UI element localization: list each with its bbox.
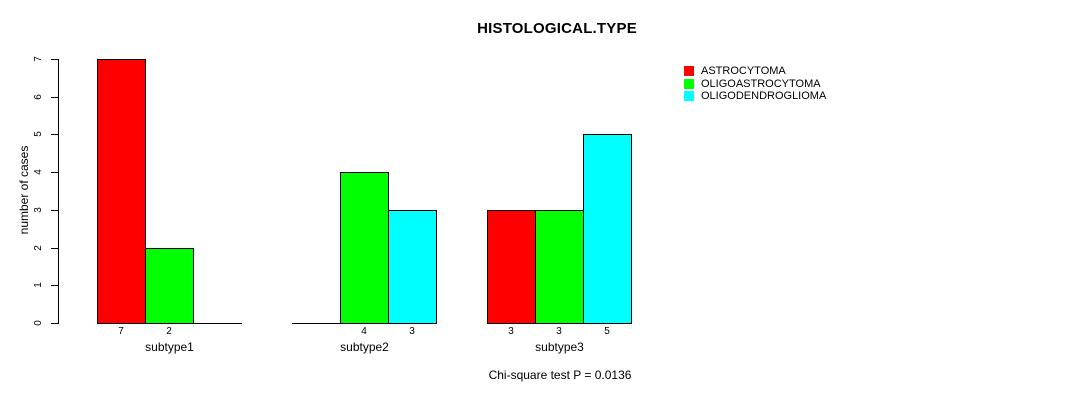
y-tick (51, 172, 58, 173)
legend-item-label: OLIGODENDROGLIOMA (701, 90, 827, 103)
legend-swatch-icon (684, 78, 694, 89)
y-tick-label: 2 (33, 245, 44, 251)
legend-swatch-icon (684, 66, 694, 76)
y-tick (51, 59, 58, 60)
bar-value-label: 2 (166, 326, 172, 337)
caption-text: Chi-square test P = 0.0136 (488, 368, 632, 382)
y-axis-line (58, 59, 59, 324)
y-tick (51, 210, 58, 211)
y-tick (51, 248, 58, 249)
bar-oligodendroglioma-subtype2 (388, 210, 437, 324)
y-tick (51, 134, 58, 135)
y-tick-label: 1 (33, 282, 44, 288)
legend-item-label: ASTROCYTOMA (701, 65, 786, 77)
y-tick (51, 285, 58, 286)
bar-astrocytoma-subtype1 (97, 59, 146, 324)
y-tick-label: 4 (33, 169, 44, 175)
bar-oligodendroglioma-subtype3 (583, 134, 632, 324)
y-tick-label: 0 (33, 320, 44, 326)
bar-oligoastrocytoma-subtype2 (340, 172, 389, 324)
category-label-subtype3: subtype3 (535, 340, 584, 354)
bar-value-label: 3 (409, 326, 415, 337)
legend: ASTROCYTOMA OLIGOASTROCYTOMA OLIGODENDROGL… (684, 66, 826, 104)
legend-swatch-icon (684, 91, 694, 102)
bar-value-label: 3 (556, 326, 562, 337)
bar-value-label: 4 (361, 326, 367, 337)
bar-value-label: 3 (508, 326, 514, 337)
y-tick (51, 323, 58, 324)
category-label-subtype1: subtype1 (145, 340, 194, 354)
y-axis-label: number of cases (17, 145, 31, 235)
chart-title: HISTOLOGICAL.TYPE (477, 20, 637, 37)
bar-value-label: 5 (604, 326, 610, 337)
category-label-subtype2: subtype2 (340, 340, 389, 354)
legend-item-oligoastrocytoma: OLIGOASTROCYTOMA (684, 77, 826, 90)
y-tick-label: 3 (33, 207, 44, 213)
bar-astrocytoma-subtype3 (487, 210, 536, 324)
bar-value-label: 7 (118, 326, 124, 337)
legend-item-astrocytoma: ASTROCYTOMA (684, 65, 826, 77)
y-tick-label: 5 (33, 131, 44, 137)
y-tick (51, 97, 58, 98)
legend-item-label: OLIGOASTROCYTOMA (701, 77, 821, 90)
bar-oligoastrocytoma-subtype3 (535, 210, 584, 324)
y-tick-label: 6 (33, 94, 44, 100)
y-tick-label: 7 (33, 56, 44, 62)
bar-oligoastrocytoma-subtype1 (145, 248, 194, 324)
legend-item-oligodendroglioma: OLIGODENDROGLIOMA (684, 90, 827, 103)
